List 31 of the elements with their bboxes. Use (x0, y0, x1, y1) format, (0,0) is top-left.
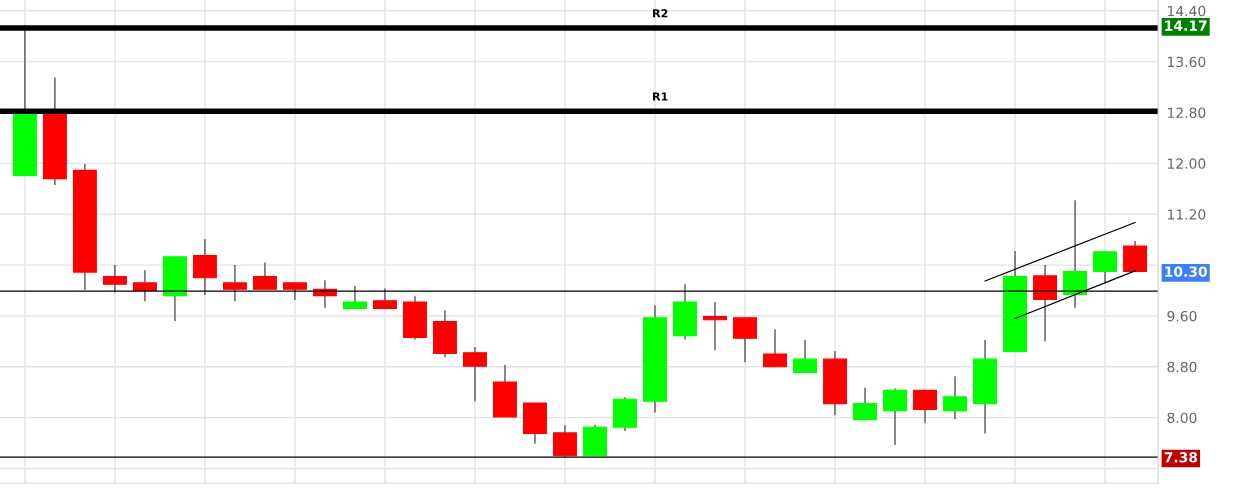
y2-tick-label: 7.38 (1164, 452, 1198, 463)
y-tick-label: 8.00 (1167, 412, 1197, 424)
candlestick (192, 238, 217, 296)
candlestick (553, 424, 577, 458)
candlestick (252, 261, 277, 290)
y2-tick-label: 10.30 (1165, 266, 1207, 277)
y-tick-label: 8.80 (1167, 361, 1197, 373)
candlestick (463, 346, 487, 402)
candlestick (793, 339, 817, 374)
candlestick (1093, 251, 1118, 285)
ref-line-label: R1 (653, 92, 668, 101)
candlestick (943, 375, 967, 420)
y2-tick-label: 14.17 (1165, 20, 1207, 31)
candlestick (372, 287, 397, 310)
candlestick (1033, 264, 1058, 343)
y-tick-label: 12.80 (1168, 107, 1206, 118)
candlestick (342, 285, 367, 310)
candlestick (913, 389, 937, 424)
y-tick-label: 13.60 (1168, 56, 1206, 68)
candlestick (1063, 199, 1088, 309)
y-tick-label: 11.20 (1168, 209, 1206, 220)
y-tick-label: 12.00 (1168, 158, 1206, 169)
candlestick (703, 301, 727, 351)
y-tick-label: 14.40 (1168, 5, 1206, 17)
candlestick (853, 387, 877, 421)
candlestick (763, 328, 787, 368)
candlestick (222, 264, 247, 303)
y-tick-label: 9.60 (1167, 310, 1197, 322)
candlestick (883, 387, 907, 446)
candlestick (733, 317, 757, 364)
ref-line-label: R2 (653, 9, 668, 18)
